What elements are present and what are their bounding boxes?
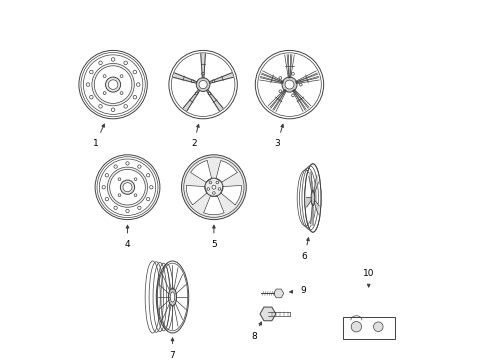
Circle shape (99, 61, 102, 64)
Circle shape (218, 188, 220, 190)
Circle shape (350, 321, 361, 332)
Circle shape (103, 75, 106, 77)
Text: 1: 1 (93, 139, 99, 148)
Circle shape (149, 185, 153, 189)
Text: 8: 8 (251, 332, 256, 341)
Text: 3: 3 (274, 139, 280, 148)
Circle shape (209, 181, 211, 184)
Circle shape (216, 181, 218, 184)
Circle shape (120, 180, 134, 194)
Text: 5: 5 (211, 240, 216, 249)
Ellipse shape (168, 288, 176, 306)
Circle shape (133, 70, 136, 74)
Circle shape (204, 178, 223, 196)
Polygon shape (313, 176, 318, 194)
Circle shape (108, 80, 118, 89)
Circle shape (206, 188, 209, 190)
Polygon shape (260, 307, 275, 321)
Circle shape (122, 183, 132, 192)
Circle shape (191, 80, 194, 82)
Text: 6: 6 (301, 252, 307, 261)
Ellipse shape (310, 190, 314, 206)
Circle shape (120, 75, 123, 77)
Circle shape (92, 63, 134, 106)
Circle shape (211, 185, 215, 189)
Circle shape (279, 90, 281, 93)
Polygon shape (201, 54, 205, 78)
Circle shape (202, 72, 204, 75)
Polygon shape (221, 185, 241, 205)
Circle shape (102, 185, 105, 189)
Circle shape (282, 77, 296, 92)
Circle shape (146, 174, 149, 177)
Circle shape (89, 70, 93, 74)
Polygon shape (313, 200, 319, 215)
Circle shape (212, 80, 214, 82)
Circle shape (146, 197, 149, 201)
Circle shape (134, 194, 137, 197)
Circle shape (291, 94, 294, 97)
Circle shape (133, 95, 136, 99)
Circle shape (373, 322, 382, 332)
Polygon shape (216, 161, 237, 183)
Polygon shape (209, 73, 232, 83)
Circle shape (134, 178, 137, 181)
Polygon shape (310, 204, 312, 225)
Polygon shape (206, 90, 223, 111)
Circle shape (123, 61, 127, 64)
Circle shape (136, 83, 140, 86)
Circle shape (212, 192, 215, 194)
Circle shape (208, 92, 210, 95)
Circle shape (125, 162, 129, 165)
Circle shape (138, 206, 141, 210)
Circle shape (105, 77, 121, 92)
Polygon shape (308, 172, 312, 193)
Polygon shape (186, 185, 206, 205)
Text: 10: 10 (362, 269, 374, 278)
Text: 2: 2 (190, 139, 196, 148)
Circle shape (181, 155, 246, 220)
Circle shape (111, 58, 115, 61)
Ellipse shape (170, 292, 174, 302)
Circle shape (103, 92, 106, 95)
Circle shape (118, 178, 121, 181)
Circle shape (111, 108, 115, 112)
Circle shape (99, 105, 102, 108)
Circle shape (86, 83, 90, 86)
Polygon shape (273, 289, 283, 298)
Circle shape (195, 92, 198, 95)
Circle shape (107, 167, 147, 207)
Circle shape (199, 81, 207, 89)
Polygon shape (183, 90, 199, 111)
Circle shape (299, 83, 302, 86)
Polygon shape (173, 73, 197, 83)
Circle shape (279, 77, 281, 79)
Text: 7: 7 (169, 351, 175, 360)
Polygon shape (305, 197, 311, 207)
Circle shape (125, 209, 129, 213)
Circle shape (123, 105, 127, 108)
Bar (342, 318, 394, 339)
Polygon shape (203, 195, 224, 215)
Circle shape (114, 165, 117, 168)
Circle shape (105, 174, 108, 177)
Circle shape (109, 170, 145, 205)
Circle shape (138, 165, 141, 168)
Circle shape (89, 95, 93, 99)
Circle shape (94, 66, 132, 103)
Circle shape (196, 78, 209, 91)
Circle shape (285, 80, 293, 89)
Polygon shape (190, 161, 211, 183)
Circle shape (291, 72, 294, 75)
Circle shape (105, 197, 108, 201)
Text: 4: 4 (124, 240, 130, 249)
Text: 9: 9 (300, 286, 305, 295)
Circle shape (118, 194, 121, 197)
Circle shape (114, 206, 117, 210)
Circle shape (120, 92, 123, 95)
